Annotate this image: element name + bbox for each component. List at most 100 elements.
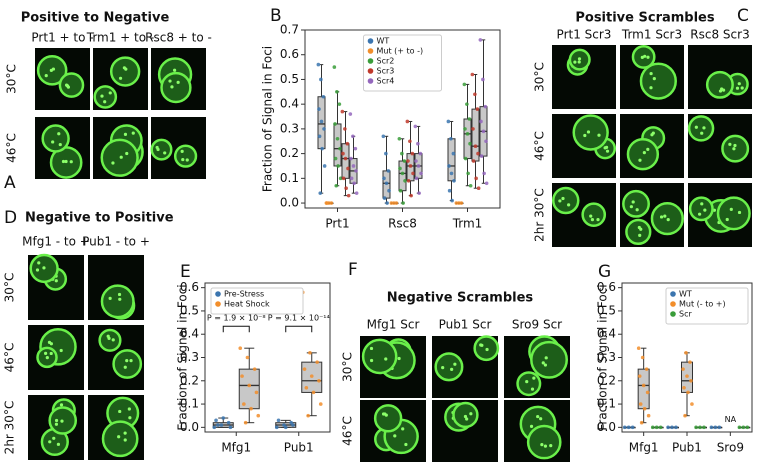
cell (150, 138, 173, 161)
data-point (221, 416, 226, 420)
x-tick-label: Pub1 (284, 441, 314, 455)
data-point (386, 169, 391, 173)
focus (129, 359, 133, 363)
column-label: Pub1 - to + (82, 235, 150, 249)
row-label: 30°C (5, 64, 19, 94)
data-point (449, 171, 454, 176)
data-point (406, 179, 411, 183)
data-point (406, 159, 410, 163)
legend-label: Scr4 (377, 77, 395, 86)
focus (663, 214, 667, 218)
data-point (447, 188, 452, 193)
focus (108, 296, 112, 300)
legend-label: Scr3 (377, 67, 395, 76)
focus (125, 358, 129, 363)
cell (639, 62, 677, 100)
data-point (240, 374, 244, 378)
legend-label: Scr2 (377, 57, 395, 66)
data-point (341, 176, 346, 181)
data-point (343, 127, 347, 131)
focus (530, 387, 535, 391)
data-point (449, 136, 453, 141)
row-label: 46°C (341, 416, 355, 446)
cell (625, 218, 652, 246)
focus (590, 218, 595, 222)
data-point (216, 423, 220, 427)
data-point (413, 124, 418, 129)
data-point (683, 413, 687, 418)
column-label: Sro9 Scr (512, 318, 562, 332)
y-tick-label: 0.5 (180, 303, 199, 317)
data-point (473, 144, 478, 148)
data-point (332, 65, 337, 69)
data-point (698, 425, 702, 430)
focus (369, 346, 374, 351)
data-point (737, 425, 742, 430)
focus (123, 438, 127, 442)
data-point (382, 196, 387, 200)
panel-label: D (4, 208, 17, 228)
data-point (401, 201, 405, 205)
data-point (329, 201, 334, 205)
focus (642, 151, 646, 155)
focus (117, 435, 121, 439)
focus (404, 442, 408, 447)
data-point (346, 166, 350, 171)
data-point (482, 171, 486, 176)
data-point (674, 425, 678, 430)
data-point (741, 425, 746, 430)
data-point (402, 159, 407, 163)
data-point (690, 402, 694, 406)
focus (168, 79, 172, 83)
focus (131, 131, 135, 135)
data-point (713, 425, 718, 430)
focus (567, 203, 571, 207)
focus (100, 94, 104, 98)
data-point (465, 132, 470, 136)
focus (49, 342, 53, 346)
cell (173, 144, 198, 168)
row-label: 30°C (533, 62, 547, 92)
legend-marker (670, 301, 676, 307)
legend-box (363, 34, 442, 92)
data-point (670, 425, 674, 430)
focus (107, 336, 111, 340)
legend-marker (215, 291, 221, 297)
data-point (245, 355, 250, 360)
focus (369, 358, 374, 363)
data-point (341, 151, 345, 156)
data-point (476, 151, 480, 156)
focus (525, 380, 529, 384)
focus (485, 347, 489, 352)
focus (163, 151, 167, 155)
data-point (686, 390, 690, 395)
data-point (334, 183, 339, 188)
data-point (343, 156, 348, 161)
focus (733, 143, 737, 148)
data-point (745, 425, 750, 430)
focus (596, 218, 600, 222)
data-point (344, 186, 348, 191)
legend-label: Heat Shock (224, 300, 270, 309)
legend-marker (367, 48, 374, 54)
data-point (658, 425, 663, 430)
focus (640, 55, 644, 59)
focus (646, 55, 650, 59)
panel-label: C (737, 6, 749, 26)
column-label: Prt1 + to - (31, 31, 93, 45)
focus (638, 158, 642, 162)
y-tick-label: 0.3 (597, 350, 616, 364)
data-point (256, 413, 261, 418)
focus (35, 268, 40, 272)
row-label: 30°C (341, 352, 355, 382)
box (238, 368, 260, 410)
data-point (353, 146, 358, 151)
legend-marker (367, 78, 374, 84)
data-point (337, 102, 342, 106)
focus (61, 159, 66, 164)
focus (397, 356, 401, 361)
data-point (397, 136, 402, 141)
data-point (349, 156, 353, 161)
data-point (384, 181, 389, 186)
focus (185, 158, 189, 162)
